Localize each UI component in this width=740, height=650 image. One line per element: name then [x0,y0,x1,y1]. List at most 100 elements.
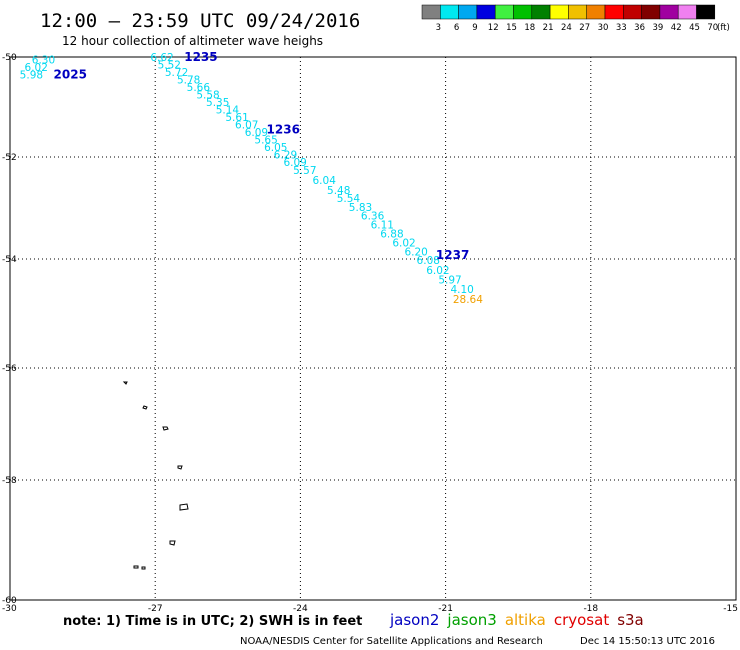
wave-height-value: 5.35 [206,97,229,109]
wave-height-value: 4.10 [450,284,473,296]
wave-height-value: 5.98 [20,70,43,82]
wave-height-value: 5.97 [438,275,461,287]
color-scale-swatch [549,4,569,20]
wave-height-value: 6.20 [404,246,427,258]
color-scale-swatch [604,4,624,20]
color-scale-label: 24 [561,23,572,33]
wave-height-value: 5.83 [349,202,372,214]
longitude-label: -27 [148,604,163,614]
color-scale-label: 18 [524,23,535,33]
latitude-label: -60 [2,596,17,606]
color-scale-label: 39 [652,23,663,33]
island-outlines [122,381,189,570]
color-scale-label: 42 [671,23,682,33]
color-scale-swatch [494,4,514,20]
wave-height-value: 5.14 [216,105,240,117]
color-scale-label: 33 [616,23,627,33]
latitude-label: -52 [2,153,17,163]
pass-time-label: 1237 [436,248,469,262]
map-frame [9,56,737,601]
island-outline [162,426,169,431]
wave-height-value: 6.30 [32,55,55,67]
wave-height-value: 6.11 [371,219,394,231]
color-scale-label: 6 [454,23,459,33]
wave-height-value: 6.29 [274,150,297,162]
latitude-label: -56 [2,364,17,374]
color-scale-swatch [440,4,459,20]
island-outline [141,566,146,570]
color-scale-swatch [677,4,697,20]
pass-time-label: 1235 [184,50,217,64]
wave-height-value: 5.54 [337,193,361,205]
wave-height-value: 5.78 [177,75,200,87]
map-subtitle: 12 hour collection of altimeter wave hei… [62,34,323,48]
color-scale-swatch [531,4,551,20]
map-grid [10,57,736,600]
color-scale-label: 45 [689,23,700,33]
color-scale-swatch [659,4,679,20]
latitude-label: -50 [2,53,17,63]
color-scale-swatch [476,4,496,20]
wave-height-value: 6.08 [417,255,440,267]
wave-height-value: 6.05 [264,142,287,154]
wave-height-value: 5.65 [254,135,277,147]
island-outline [169,540,176,546]
color-scale-swatch [568,4,587,20]
color-scale-label: 21 [543,23,554,33]
island-outline [142,405,148,410]
longitude-labels: -30 -27 -24 -21 -18 -15 [2,604,738,614]
wave-height-value: 5.72 [165,67,188,79]
mission-label: jason2 [389,611,439,629]
longitude-label: -15 [723,604,738,614]
color-scale-swatch [421,4,441,20]
mission-label: altika [505,611,546,629]
wave-height-value: 6.09 [245,127,268,139]
island-outline [177,465,183,470]
wave-height-value: 6.07 [235,120,258,132]
color-scale-swatch [586,4,606,20]
wave-height-value: 28.64 [453,294,483,306]
wave-height-value: 5.66 [187,82,211,94]
mission-label: cryosat [554,611,609,629]
wave-height-value: 6.88 [380,229,403,241]
color-scale-legend: 3 6 9 12 15 18 21 24 27 30 33 36 39 42 45 70 [421,4,718,33]
color-scale-label: 70 [707,23,718,33]
longitude-label: -21 [438,604,453,614]
island-outline [122,381,128,385]
wave-height-value: 5.58 [196,90,219,102]
latitude-label: -54 [2,255,17,265]
color-scale-swatch [696,4,716,20]
wave-height-value: 6.36 [361,211,385,223]
pass-time-labels: 2025 1235 1236 1237 [54,50,470,262]
mission-legend: jason2 jason3 altika cryosat s3a [389,611,644,629]
pass-time-label: 1236 [267,123,300,137]
wave-height-readings: 6.306.025.986.625.525.725.785.665.585.35… [20,52,484,306]
wave-height-value: 6.04 [313,175,337,187]
footer-note: note: 1) Time is in UTC; 2) SWH is in fe… [63,614,362,629]
wave-height-value: 5.57 [293,165,316,177]
color-scale-label: 36 [634,23,645,33]
color-scale-label: 30 [598,23,609,33]
island-outline [133,565,139,569]
mission-label: s3a [617,611,644,629]
wave-height-value: 5.61 [225,112,248,124]
color-scale-swatch [513,4,533,20]
island-outline [179,503,189,511]
latitude-labels: -50 -52 -54 -56 -58 -60 [2,53,17,606]
timestamp-text: Dec 14 15:50:13 UTC 2016 [580,636,715,647]
longitude-label: -30 [2,604,17,614]
longitude-label: -24 [293,604,308,614]
latitude-label: -58 [2,476,17,486]
color-scale-swatch [623,4,642,20]
color-scale-label: 15 [506,23,517,33]
wave-height-value: 6.09 [283,157,306,169]
pass-time-label: 2025 [54,68,87,82]
wave-height-value: 5.52 [158,60,181,72]
wave-height-value: 6.02 [25,62,48,74]
color-scale-swatch [641,4,661,20]
color-scale-label: 12 [488,23,499,33]
color-scale-label: 9 [472,23,477,33]
wave-height-value: 6.02 [392,238,415,250]
color-scale-label: 27 [579,23,590,33]
wave-height-value: 5.48 [327,185,350,197]
